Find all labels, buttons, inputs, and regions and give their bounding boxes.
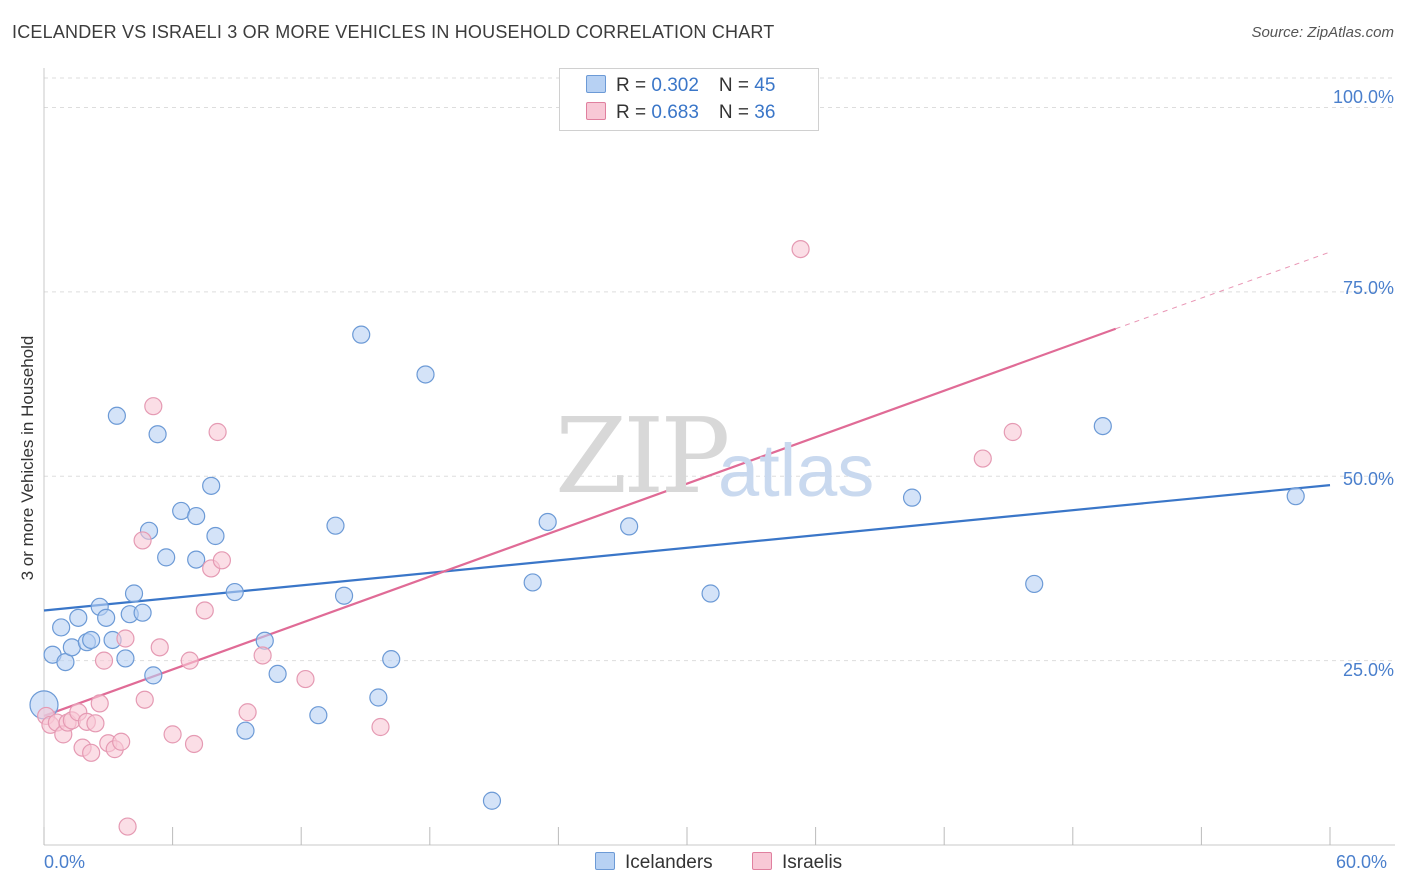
grid-lines: [44, 77, 1395, 662]
legend-r-label: R =: [616, 102, 652, 123]
legend-r-value: 0.683: [651, 102, 699, 123]
legend-n-value: 45: [754, 75, 776, 96]
israeli-point: [116, 629, 135, 648]
legend-label-icelanders: Icelanders: [625, 852, 713, 873]
icelander-point: [187, 506, 206, 526]
israeli-point: [296, 669, 315, 689]
pink-swatch-icon: [752, 852, 772, 870]
icelander-point: [482, 791, 502, 810]
icelander-point: [107, 406, 126, 425]
legend-label-israelis: Israelis: [782, 852, 843, 873]
israeli-point: [150, 638, 169, 657]
israeli-point: [135, 690, 154, 709]
blue-swatch-icon: [595, 852, 615, 870]
israeli-point: [118, 817, 137, 836]
pink-swatch-icon: [586, 102, 606, 120]
israeli-point: [1003, 422, 1022, 442]
icelander-point: [523, 573, 542, 592]
icelander-point: [1286, 487, 1305, 506]
legend-n-value: 36: [754, 102, 776, 123]
legend-row-israelis: R = 0.683 N = 36: [586, 102, 775, 124]
israeli-point: [212, 551, 231, 570]
icelander-point: [701, 584, 720, 603]
icelander-point: [352, 325, 371, 344]
data-points: [29, 240, 1305, 836]
israeli-point: [90, 694, 109, 713]
icelander-point: [144, 666, 163, 685]
trend-line-icelanders: [43, 484, 1331, 612]
watermark-zip: ZIP: [555, 395, 730, 517]
icelander-point: [124, 584, 144, 603]
icelander-point: [1025, 574, 1044, 594]
israeli-point: [195, 601, 214, 620]
icelander-point: [236, 721, 255, 740]
israeli-point: [82, 743, 101, 762]
source-label: Source: ZipAtlas.com: [1251, 24, 1394, 41]
icelander-point: [82, 630, 101, 650]
icelander-point: [206, 526, 225, 546]
israeli-point: [253, 646, 272, 665]
icelander-point: [369, 688, 388, 707]
icelander-point: [416, 365, 435, 384]
israeli-point: [973, 449, 992, 468]
y-tick-label-100: 100.0%: [1332, 87, 1394, 107]
israeli-point: [208, 422, 227, 442]
israeli-point: [112, 732, 131, 751]
israeli-point: [180, 651, 199, 670]
correlation-legend: R = 0.302 N = 45 R = 0.683 N = 36: [559, 68, 819, 131]
trend-line-israelis-extension: [1115, 251, 1331, 330]
icelander-point: [268, 664, 287, 684]
blue-swatch-icon: [586, 75, 606, 93]
israeli-point: [144, 397, 163, 416]
icelander-point: [1093, 417, 1112, 436]
israeli-point: [163, 725, 182, 744]
israeli-point: [371, 717, 390, 737]
icelander-point: [334, 586, 354, 605]
icelander-point: [620, 517, 639, 536]
x-tick-label-max: 60.0%: [1336, 852, 1388, 872]
icelander-point: [133, 603, 152, 622]
watermark-atlas: atlas: [718, 429, 875, 512]
legend-r-value: 0.302: [651, 75, 699, 96]
trend-lines: [43, 251, 1331, 717]
israeli-point: [86, 714, 105, 733]
icelander-point: [69, 608, 88, 627]
icelander-point: [148, 425, 167, 444]
icelander-point: [187, 550, 206, 569]
icelander-point: [902, 488, 922, 507]
israeli-point: [238, 703, 257, 722]
israeli-point: [94, 651, 114, 670]
bottom-legend-icelanders: Icelanders: [595, 852, 713, 874]
icelander-point: [52, 618, 71, 637]
icelander-point: [225, 582, 244, 602]
y-tick-label-75: 75.0%: [1342, 278, 1394, 298]
icelander-point: [538, 512, 557, 532]
bottom-legend-israelis: Israelis: [752, 852, 842, 874]
israeli-point: [184, 734, 204, 754]
icelander-point: [202, 476, 221, 495]
y-axis-label: 3 or more Vehicles in Household: [18, 335, 37, 581]
legend-n-label: N =: [718, 75, 755, 96]
israeli-point: [133, 531, 152, 550]
icelander-point: [382, 650, 401, 669]
icelander-point: [309, 706, 328, 725]
icelander-point: [157, 548, 176, 567]
icelander-point: [116, 649, 135, 668]
trend-line-israelis: [43, 327, 1117, 717]
legend-n-label: N =: [718, 102, 755, 123]
y-tick-label-25: 25.0%: [1342, 660, 1394, 680]
icelander-point: [97, 608, 116, 627]
icelander-point: [326, 516, 345, 535]
legend-r-label: R =: [616, 75, 652, 96]
israeli-point: [791, 240, 810, 259]
legend-row-icelanders: R = 0.302 N = 45: [586, 75, 775, 97]
x-tick-label-min: 0.0%: [44, 852, 86, 872]
y-tick-label-50: 50.0%: [1342, 469, 1394, 489]
chart-title: ICELANDER VS ISRAELI 3 OR MORE VEHICLES …: [12, 22, 775, 42]
